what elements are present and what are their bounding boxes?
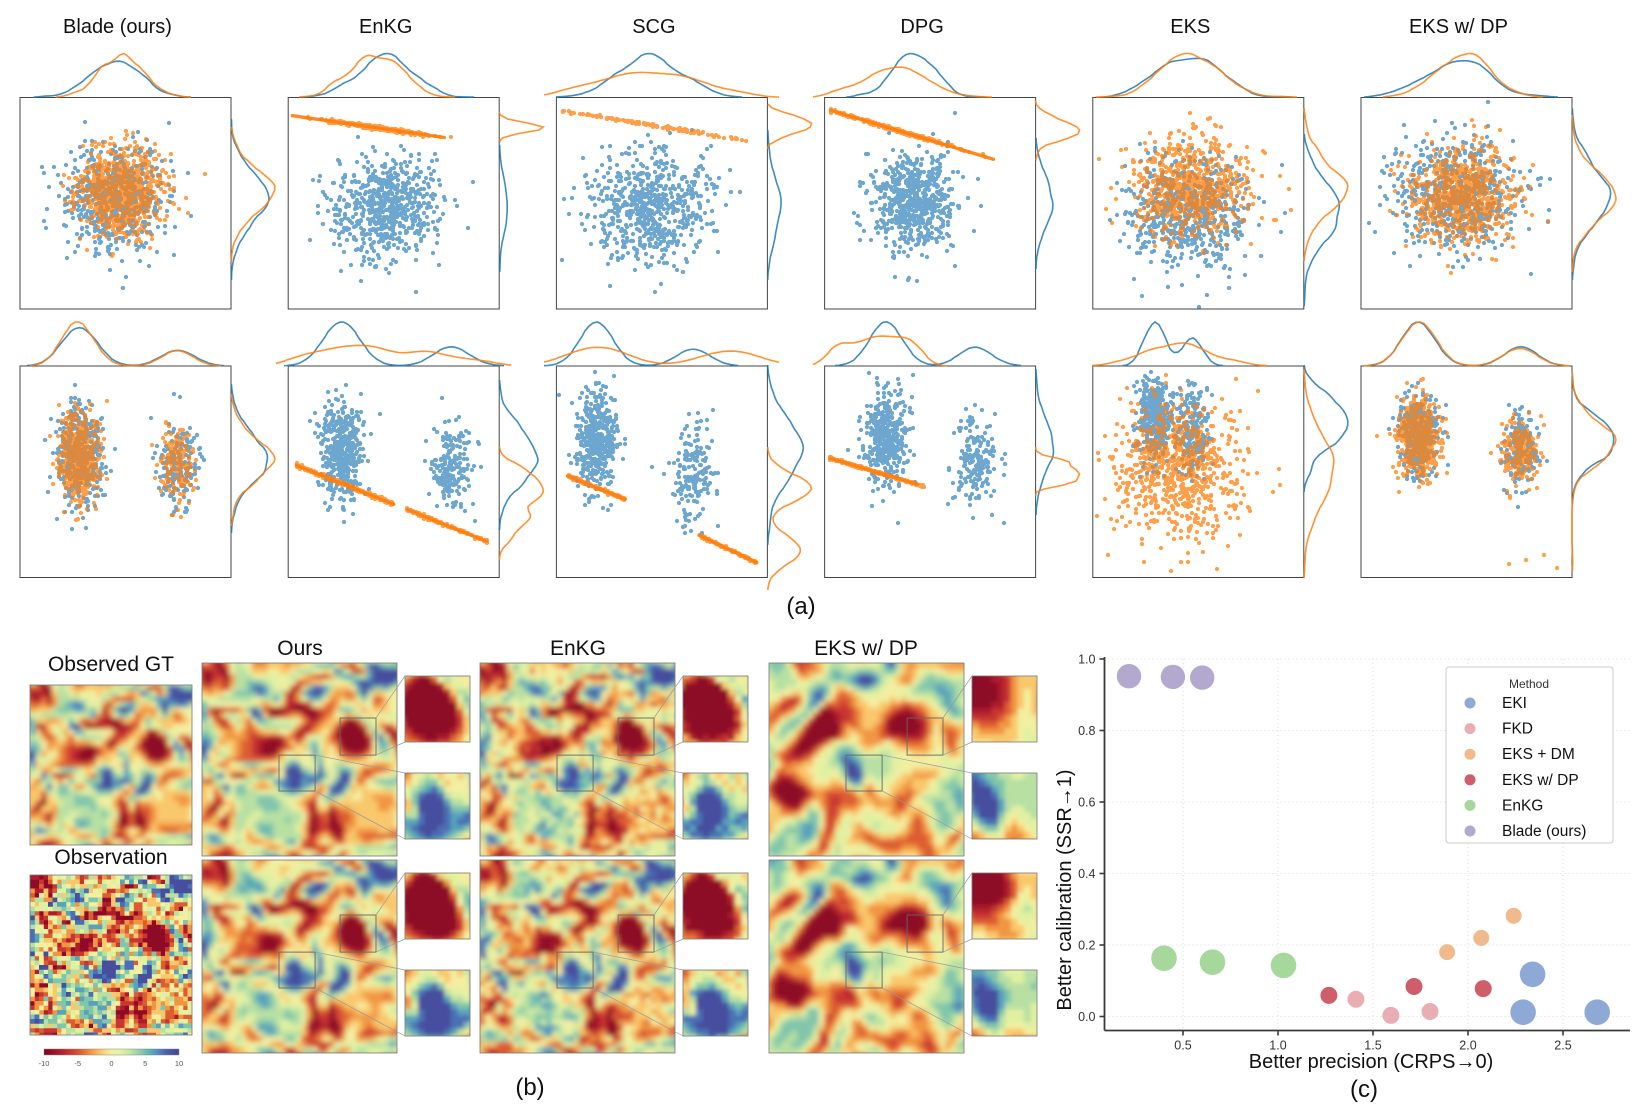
svg-text:DPG: DPG (900, 16, 943, 38)
svg-text:EnKG: EnKG (1502, 797, 1543, 814)
svg-text:1.0: 1.0 (1269, 1039, 1286, 1053)
svg-text:(a): (a) (786, 593, 815, 620)
svg-text:1.5: 1.5 (1364, 1039, 1381, 1053)
svg-text:2.5: 2.5 (1554, 1039, 1571, 1053)
svg-text:EKI: EKI (1502, 695, 1527, 712)
svg-text:EKS w/ DP: EKS w/ DP (814, 637, 918, 660)
svg-text:5: 5 (143, 1059, 147, 1068)
svg-text:2.0: 2.0 (1459, 1039, 1476, 1053)
svg-text:0.2: 0.2 (1078, 939, 1095, 953)
svg-text:0: 0 (109, 1059, 113, 1068)
svg-text:0.8: 0.8 (1078, 724, 1095, 738)
svg-text:EKS w/ DP: EKS w/ DP (1502, 772, 1579, 789)
svg-text:Observation: Observation (54, 846, 167, 869)
svg-text:1.0: 1.0 (1078, 653, 1095, 667)
svg-text:10: 10 (175, 1059, 183, 1068)
svg-text:0.4: 0.4 (1078, 867, 1095, 881)
svg-text:EnKG: EnKG (359, 16, 412, 38)
svg-text:EKS w/ DP: EKS w/ DP (1409, 16, 1508, 38)
svg-text:EnKG: EnKG (550, 637, 606, 660)
svg-text:0.5: 0.5 (1174, 1039, 1191, 1053)
svg-text:Method: Method (1509, 677, 1549, 691)
svg-text:0.6: 0.6 (1078, 796, 1095, 810)
svg-text:-10: -10 (39, 1059, 50, 1068)
svg-text:Observed GT: Observed GT (48, 653, 174, 676)
svg-text:-5: -5 (74, 1059, 81, 1068)
svg-text:Better calibration (SSR→1): Better calibration (SSR→1) (1054, 769, 1076, 1010)
svg-text:Blade (ours): Blade (ours) (63, 16, 172, 38)
svg-text:Better precision (CRPS→0): Better precision (CRPS→0) (1249, 1051, 1494, 1073)
svg-text:(b): (b) (515, 1074, 544, 1101)
svg-text:EKS: EKS (1170, 16, 1210, 38)
svg-text:0.0: 0.0 (1078, 1010, 1095, 1024)
svg-text:FKD: FKD (1502, 721, 1533, 738)
svg-text:Ours: Ours (277, 637, 323, 660)
svg-text:Blade (ours): Blade (ours) (1502, 823, 1586, 840)
svg-text:EKS + DM: EKS + DM (1502, 746, 1575, 763)
svg-text:(c): (c) (1350, 1076, 1378, 1103)
svg-text:SCG: SCG (632, 16, 675, 38)
